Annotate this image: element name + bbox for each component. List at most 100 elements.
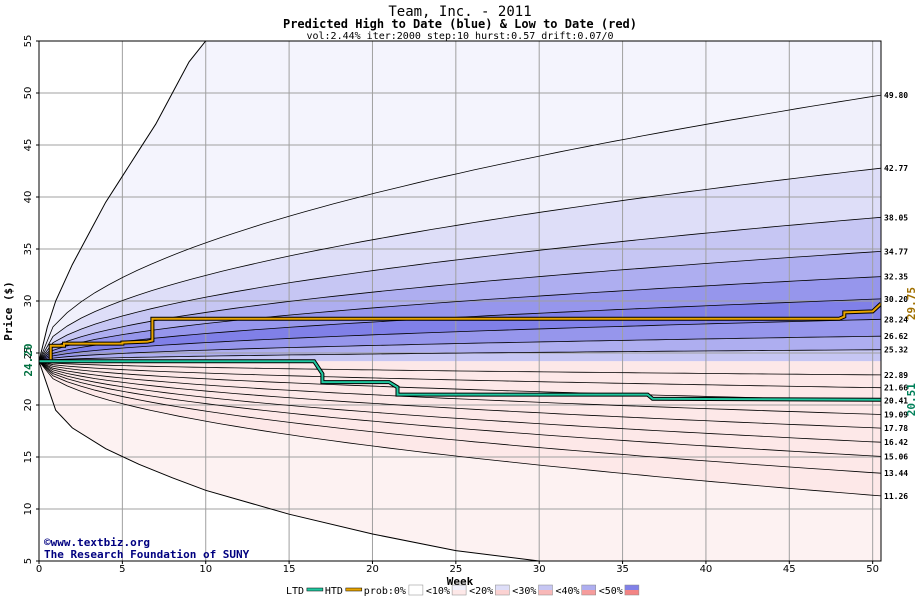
chart-title: Team, Inc. - 2011 [388,4,531,20]
legend-label: <20% [469,586,493,597]
x-tick-label: 40 [700,564,713,575]
x-tick-label: 50 [866,564,879,575]
upper-band-26.62 [39,336,881,362]
x-tick-label: 30 [533,564,546,575]
contour-line [39,276,881,362]
y-tick-label: 45 [23,139,34,152]
legend-swatch-border [451,584,467,596]
y-tick-label: 5 [23,558,34,564]
watermark-line-2: The Research Foundation of SUNY [44,548,250,561]
band-end-label: 15.06 [884,452,908,461]
start-price-label: 24.20 [22,343,35,376]
legend-label: <50% [599,586,623,597]
contour-line [39,361,881,497]
legend-swatch-bottom [581,590,596,595]
y-tick-label: 30 [23,295,34,308]
x-tick-label: 0 [36,564,42,575]
band-end-label: 32.35 [884,273,908,282]
band-end-label: 19.09 [884,410,908,419]
chart-subtitle: Predicted High to Date (blue) & Low to D… [283,17,637,31]
legend-swatch-top [581,585,596,590]
legend-line-swatch [345,587,363,592]
contour-line [39,335,881,362]
y-axis-label: Price ($) [2,281,15,341]
upper-band-49.80 [39,95,881,362]
legend-label: prob:0% [364,586,406,597]
band-end-label: 11.26 [884,492,908,501]
y-tick-label: 15 [23,451,34,464]
htd-line [39,302,881,363]
legend-swatch-top [495,585,510,590]
contour-line [39,360,881,443]
band-end-label: 38.05 [884,213,908,222]
legend-swatch-border [624,584,640,596]
legend-swatch-border [538,584,553,596]
contour-line [39,360,881,376]
y-tick-label: 35 [23,243,34,256]
upper-band-30.20 [39,298,881,362]
ltd-line [39,360,881,401]
x-tick-label: 25 [449,564,462,575]
contour-line [39,318,881,362]
x-tick-label: 10 [199,564,212,575]
band-end-label: 30.20 [884,295,908,304]
legend-label: LTD [286,586,304,597]
y-tick-label: 10 [23,503,34,516]
contour-line [39,349,881,362]
outer-lower-line [39,361,540,561]
upper-band-38.05 [39,217,881,362]
y-tick-label: 40 [23,191,34,204]
legend-swatch-border [581,584,596,596]
legend-label: <30% [512,586,536,597]
legend-swatch-bottom [452,590,467,595]
contour-line [39,361,881,474]
legend-swatch-top [538,585,553,590]
legend-swatch-bottom [408,590,423,595]
upper-band-28.24 [39,319,881,362]
upper-band-42.77 [39,168,881,362]
x-tick-label: 15 [283,564,296,575]
legend-label: <40% [556,586,580,597]
band-end-label: 21.66 [884,384,908,393]
legend-label: HTD [325,586,343,597]
x-tick-label: 5 [119,564,125,575]
legend-swatch-bottom [624,590,639,595]
legend-swatch-bottom [495,590,510,595]
legend-swatch-top [452,585,467,590]
band-end-label: 16.42 [884,438,908,447]
band-end-label: 28.24 [884,315,908,324]
legend-swatch-top [408,585,423,590]
legend: LTD HTD prob:0% <10% <20% <30% <40% <50% [286,584,640,597]
contour-line [39,94,881,362]
y-tick-label: 55 [23,35,34,48]
legend-label: <10% [426,586,450,597]
band-end-label: 17.78 [884,424,908,433]
contour-line [39,360,881,429]
x-tick-label: 35 [616,564,629,575]
outer-upper-line [39,41,207,362]
legend-swatch-border [495,584,510,596]
y-tick-label: 50 [23,87,34,100]
band-end-label: 49.80 [884,91,908,100]
band-end-label: 22.89 [884,371,908,380]
end-labels: 49.80 42.77 38.05 34.77 32.35 30.20 28.24 26.62… [884,91,918,501]
x-tick-label: 20 [366,564,379,575]
ltd-end-label: 20.51 [905,383,918,416]
contour-line [39,216,881,362]
band-end-label: 13.44 [884,469,908,478]
upper-band-32.35 [39,276,881,362]
y-tick-label: 20 [23,399,34,412]
contour-line [39,167,881,362]
legend-swatch-top [624,585,639,590]
y-tick-label: 25 [23,347,34,360]
band-end-label: 26.62 [884,332,908,341]
legend-swatch-border [408,584,424,596]
legend-line-swatch [306,587,324,592]
watermark-line-1: ©www.textbiz.org [44,536,150,549]
contour-line [39,360,881,389]
htd-end-label: 29.75 [905,287,918,320]
x-tick-label: 45 [783,564,796,575]
band-end-label: 25.32 [884,346,908,355]
